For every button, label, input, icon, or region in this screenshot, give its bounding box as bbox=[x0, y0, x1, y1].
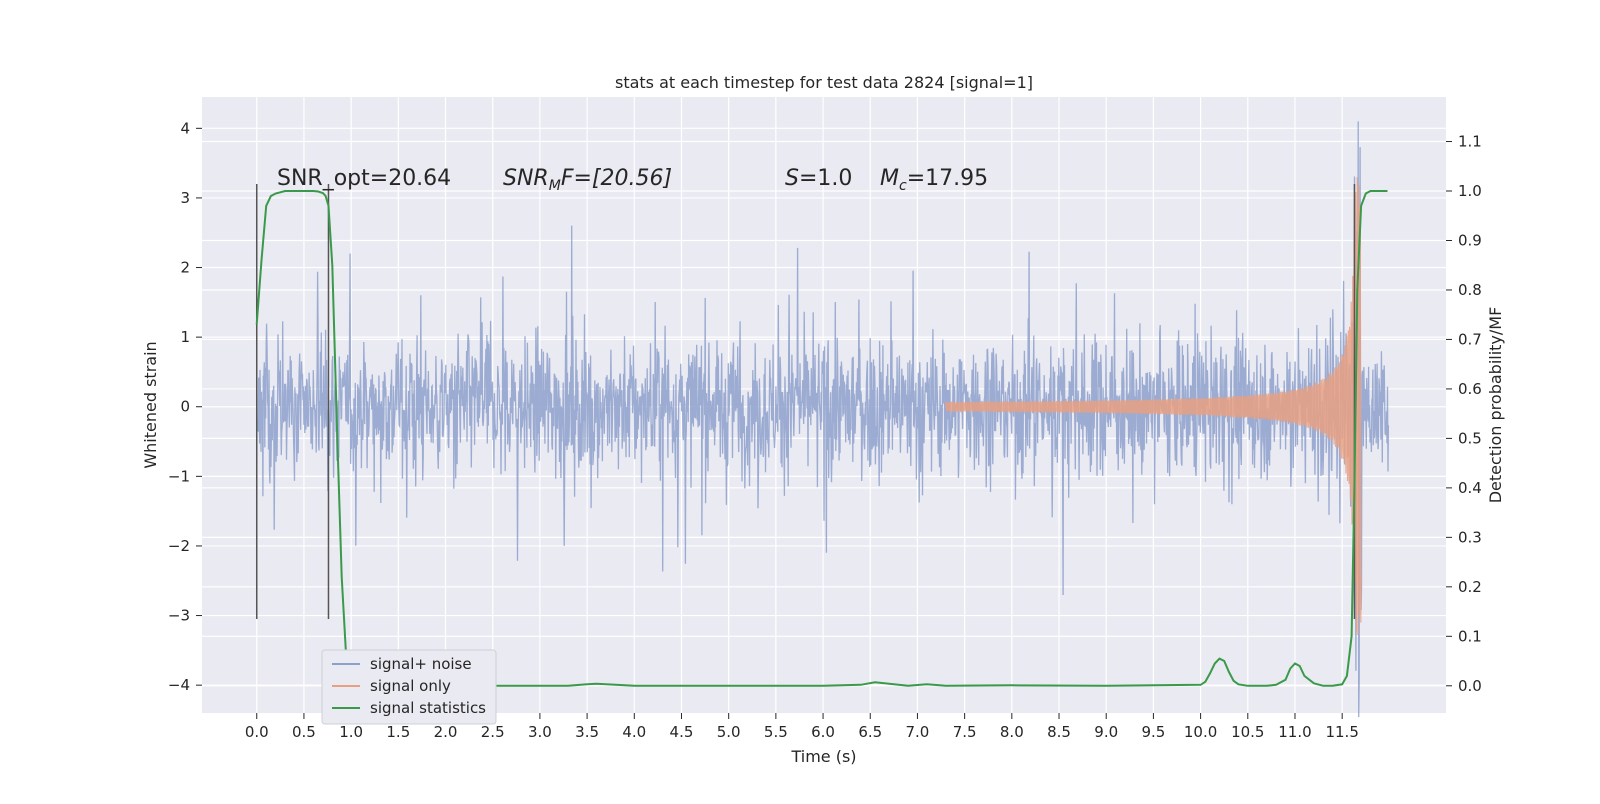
y2-tick-label: 0.9 bbox=[1458, 231, 1482, 249]
x-tick-label: 5.0 bbox=[717, 723, 741, 741]
annotation-s-var: S bbox=[785, 166, 799, 191]
y2-tick-label: 1.0 bbox=[1458, 182, 1482, 200]
annotation-snr-mf: SNRMF=[20.56] bbox=[503, 166, 672, 194]
y2-tick-label: 1.1 bbox=[1458, 133, 1482, 151]
y-tick-label: 1 bbox=[180, 328, 190, 346]
y2-tick-label: 0.2 bbox=[1458, 578, 1482, 596]
annotation-snr-mf-rest: F=[20.56] bbox=[561, 166, 672, 191]
y-axis-title: Whitened strain bbox=[141, 341, 160, 468]
y2-tick-label: 0.8 bbox=[1458, 281, 1482, 299]
x-tick-label: 2.5 bbox=[481, 723, 505, 741]
signal-noise-line bbox=[256, 121, 1390, 718]
legend: signal+ noise signal only signal statist… bbox=[321, 649, 497, 725]
x-tick-label: 1.5 bbox=[386, 723, 410, 741]
series-signal-only bbox=[945, 177, 1362, 636]
annotation-snr-mf-main: SNR bbox=[503, 166, 549, 191]
x-tick-label: 6.5 bbox=[858, 723, 882, 741]
series-signal-statistics bbox=[255, 190, 1388, 687]
axes: 0.0 0.5 1.0 1.5 2.0 2.5 3.0 3.5 4.0 4.5 5.0 5.5 6.0 6… bbox=[168, 119, 1482, 741]
x-tick-label: 11.0 bbox=[1278, 723, 1311, 741]
annotation-mc-rest: =17.95 bbox=[907, 166, 988, 191]
legend-box bbox=[321, 649, 497, 725]
x-tick-label: 5.5 bbox=[764, 723, 788, 741]
x-tick-label: 9.5 bbox=[1141, 723, 1165, 741]
x-tick-label: 6.0 bbox=[811, 723, 835, 741]
series-signal-noise bbox=[256, 121, 1390, 718]
legend-label-signal-statistics: signal statistics bbox=[370, 699, 486, 717]
x-tick-label: 2.0 bbox=[434, 723, 458, 741]
annotation-s: S=1.0 bbox=[785, 166, 852, 191]
annotation-mc: Mc=17.95 bbox=[880, 166, 988, 194]
y-tick-label: 3 bbox=[180, 189, 190, 207]
legend-label-signal-only: signal only bbox=[370, 677, 451, 695]
x-tick-label: 10.5 bbox=[1231, 723, 1264, 741]
y2-tick-label: 0.0 bbox=[1458, 677, 1482, 695]
x-tick-label: 8.5 bbox=[1047, 723, 1071, 741]
signal-only-line bbox=[945, 177, 1362, 636]
annotation-s-rest: =1.0 bbox=[799, 166, 852, 191]
x-tick-label: 11.5 bbox=[1325, 723, 1358, 741]
y2-tick-label: 0.7 bbox=[1458, 330, 1482, 348]
legend-label-signal-noise: signal+ noise bbox=[370, 655, 472, 673]
y2-tick-label: 0.3 bbox=[1458, 528, 1482, 546]
x-tick-label: 9.0 bbox=[1094, 723, 1118, 741]
annotation-snr-opt: SNR_opt=20.64 bbox=[277, 166, 451, 191]
annotation-mc-var: M bbox=[880, 166, 899, 191]
y-tick-label: 4 bbox=[180, 119, 190, 137]
y-tick-label: −3 bbox=[168, 607, 190, 625]
x-axis-title: Time (s) bbox=[790, 747, 856, 766]
x-tick-label: 4.5 bbox=[670, 723, 694, 741]
y2-tick-label: 0.4 bbox=[1458, 479, 1482, 497]
y-tick-label: −1 bbox=[168, 467, 190, 485]
y-tick-label: −2 bbox=[168, 537, 190, 555]
annotation-snr-mf-sub: M bbox=[549, 178, 561, 194]
x-tick-label: 8.0 bbox=[1000, 723, 1024, 741]
x-tick-label: 1.0 bbox=[339, 723, 363, 741]
chart-title: stats at each timestep for test data 282… bbox=[615, 73, 1033, 92]
x-tick-label: 3.0 bbox=[528, 723, 552, 741]
x-tick-label: 0.0 bbox=[245, 723, 269, 741]
signal-statistics-line bbox=[255, 190, 1388, 687]
x-tick-label: 7.0 bbox=[906, 723, 930, 741]
y2-tick-label: 0.6 bbox=[1458, 380, 1482, 398]
y2-axis-title: Detection probability/MF bbox=[1486, 307, 1505, 504]
y-tick-label: 2 bbox=[180, 259, 190, 277]
y2-tick-label: 0.5 bbox=[1458, 429, 1482, 447]
vertical-markers bbox=[255, 184, 1356, 620]
y-tick-label: 0 bbox=[180, 398, 190, 416]
x-tick-label: 7.5 bbox=[953, 723, 977, 741]
x-tick-label: 10.0 bbox=[1184, 723, 1217, 741]
x-tick-label: 0.5 bbox=[292, 723, 316, 741]
x-tick-label: 4.0 bbox=[622, 723, 646, 741]
y2-tick-label: 0.1 bbox=[1458, 627, 1482, 645]
x-tick-label: 3.5 bbox=[575, 723, 599, 741]
y-tick-label: −4 bbox=[168, 676, 190, 694]
annotation-mc-sub: c bbox=[899, 178, 907, 194]
